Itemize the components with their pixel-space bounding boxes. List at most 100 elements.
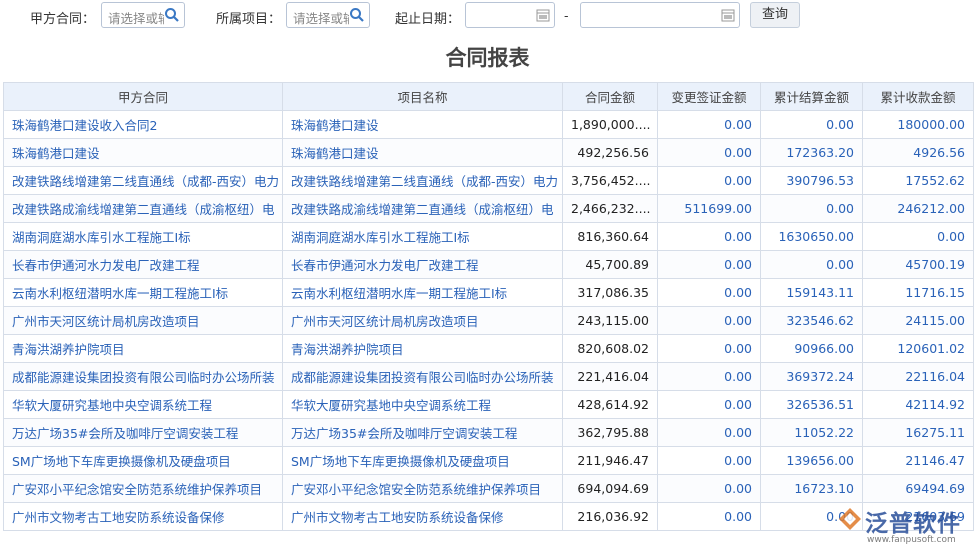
link-cell[interactable]: 珠海鹤港口建设 [282,110,563,139]
placeholder: 请选择或输 [293,11,349,26]
query-button[interactable]: 查询 [750,2,800,28]
amount-cell: 0.00 [657,418,761,447]
link-cell[interactable]: 万达广场35#会所及咖啡厅空调安装工程 [282,418,563,447]
link-cell[interactable]: 珠海鹤港口建设收入合同2 [3,110,283,139]
amount-cell: 24115.00 [862,306,974,335]
end-date-input[interactable] [580,2,740,28]
amount-cell: 0.00 [657,166,761,195]
amount-cell: 323546.62 [760,306,863,335]
amount-cell: 694,094.69 [562,474,658,503]
watermark-brand: 泛普软件 [865,511,961,537]
table-row: 广安邓小平纪念馆安全防范系统维护保养项目 广安邓小平纪念馆安全防范系统维护保养项目… [3,474,974,503]
link-cell[interactable]: 珠海鹤港口建设 [3,138,283,167]
link-cell[interactable]: 华软大厦研究基地中央空调系统工程 [282,390,563,419]
link-cell[interactable]: SM广场地下车库更换摄像机及硬盘项目 [3,446,283,475]
search-icon[interactable] [349,7,365,23]
amount-cell: 4926.56 [862,138,974,167]
amount-cell: 221,416.04 [562,362,658,391]
table-row: 云南水利枢纽潜明水库一期工程施工I标 云南水利枢纽潜明水库一期工程施工I标 317,… [3,278,974,307]
amount-cell: 816,360.64 [562,222,658,251]
table-row: 改建铁路成渝线增建第二直通线（成渝枢纽）电 改建铁路成渝线增建第二直通线（成渝枢纽… [3,194,974,223]
search-icon[interactable] [164,7,180,23]
table-row: 珠海鹤港口建设 珠海鹤港口建设 492,256.56 0.00 172363.20 492… [3,138,974,167]
calendar-icon[interactable] [721,8,735,22]
amount-cell: 159143.11 [760,278,863,307]
link-cell[interactable]: 万达广场35#会所及咖啡厅空调安装工程 [3,418,283,447]
table-row: 广州市天河区统计局机房改造项目 广州市天河区统计局机房改造项目 243,115.00… [3,306,974,335]
column-header: 变更签证金额 [657,82,761,111]
amount-cell: 0.00 [657,502,761,531]
link-cell[interactable]: 广安邓小平纪念馆安全防范系统维护保养项目 [282,474,563,503]
column-header: 累计收款金额 [862,82,974,111]
amount-cell: 3,756,452.... [562,166,658,195]
filter-label: 起止日期： [395,12,461,27]
calendar-icon[interactable] [536,8,550,22]
amount-cell: 17552.62 [862,166,974,195]
amount-cell: 22116.04 [862,362,974,391]
amount-cell: 1630650.00 [760,222,863,251]
link-cell[interactable]: 广州市天河区统计局机房改造项目 [282,306,563,335]
link-cell[interactable]: 成都能源建设集团投资有限公司临时办公场所装 [282,362,563,391]
link-cell[interactable]: 广州市天河区统计局机房改造项目 [3,306,283,335]
amount-cell: 90966.00 [760,334,863,363]
link-cell[interactable]: SM广场地下车库更换摄像机及硬盘项目 [282,446,563,475]
link-cell[interactable]: 广安邓小平纪念馆安全防范系统维护保养项目 [3,474,283,503]
table-row: 湖南洞庭湖水库引水工程施工I标 湖南洞庭湖水库引水工程施工I标 816,360.64… [3,222,974,251]
report-table: 甲方合同 项目名称 合同金额 变更签证金额 累计结算金额 累计收款金额 珠海鹤港口建设收入… [3,82,974,531]
table-row: 改建铁路线增建第二线直通线（成都-西安）电力 改建铁路线增建第二线直通线（成都-西… [3,166,974,195]
link-cell[interactable]: 改建铁路成渝线增建第二直通线（成渝枢纽）电 [282,194,563,223]
amount-cell: 0.00 [657,474,761,503]
link-cell[interactable]: 青海洪湖养护院项目 [3,334,283,363]
party-input[interactable]: 请选择或输 [101,2,185,28]
amount-cell: 21146.47 [862,446,974,475]
link-cell[interactable]: 成都能源建设集团投资有限公司临时办公场所装 [3,362,283,391]
amount-cell: 428,614.92 [562,390,658,419]
table-row: SM广场地下车库更换摄像机及硬盘项目 SM广场地下车库更换摄像机及硬盘项目 211,… [3,446,974,475]
amount-cell: 0.00 [657,250,761,279]
amount-cell: 362,795.88 [562,418,658,447]
link-cell[interactable]: 云南水利枢纽潜明水库一期工程施工I标 [282,278,563,307]
link-cell[interactable]: 珠海鹤港口建设 [282,138,563,167]
link-cell[interactable]: 广州市文物考古工地安防系统设备保修 [3,502,283,531]
amount-cell: 139656.00 [760,446,863,475]
watermark-url: www.fanpusoft.com [867,535,956,545]
amount-cell: 172363.20 [760,138,863,167]
link-cell[interactable]: 改建铁路线增建第二线直通线（成都-西安）电力 [3,166,283,195]
amount-cell: 0.00 [657,110,761,139]
amount-cell: 180000.00 [862,110,974,139]
table-row: 成都能源建设集团投资有限公司临时办公场所装 成都能源建设集团投资有限公司临时办公场… [3,362,974,391]
link-cell[interactable]: 湖南洞庭湖水库引水工程施工I标 [3,222,283,251]
amount-cell: 0.00 [657,334,761,363]
project-input[interactable]: 请选择或输 [286,2,370,28]
link-cell[interactable]: 长春市伊通河水力发电厂改建工程 [3,250,283,279]
table-row: 华软大厦研究基地中央空调系统工程 华软大厦研究基地中央空调系统工程 428,614.… [3,390,974,419]
amount-cell: 0.00 [657,138,761,167]
column-header: 合同金额 [562,82,658,111]
amount-cell: 69494.69 [862,474,974,503]
link-cell[interactable]: 华软大厦研究基地中央空调系统工程 [3,390,283,419]
link-cell[interactable]: 广州市文物考古工地安防系统设备保修 [282,502,563,531]
amount-cell: 243,115.00 [562,306,658,335]
amount-cell: 0.00 [657,446,761,475]
header-row: 甲方合同 项目名称 合同金额 变更签证金额 累计结算金额 累计收款金额 [3,82,974,111]
table-row: 珠海鹤港口建设收入合同2 珠海鹤港口建设 1,890,000.... 0.00 0.00… [3,110,974,139]
amount-cell: 0.00 [760,194,863,223]
amount-cell: 511699.00 [657,194,761,223]
link-cell[interactable]: 青海洪湖养护院项目 [282,334,563,363]
amount-cell: 326536.51 [760,390,863,419]
link-cell[interactable]: 湖南洞庭湖水库引水工程施工I标 [282,222,563,251]
link-cell[interactable]: 改建铁路成渝线增建第二直通线（成渝枢纽）电 [3,194,283,223]
filter-label: 甲方合同： [30,12,96,27]
amount-cell: 21603.69 [862,502,974,531]
link-cell[interactable]: 长春市伊通河水力发电厂改建工程 [282,250,563,279]
table-row: 万达广场35#会所及咖啡厅空调安装工程 万达广场35#会所及咖啡厅空调安装工程 36… [3,418,974,447]
start-date-input[interactable] [465,2,555,28]
column-header: 项目名称 [282,82,563,111]
amount-cell: 246212.00 [862,194,974,223]
amount-cell: 0.00 [760,250,863,279]
amount-cell: 0.00 [657,362,761,391]
column-header: 累计结算金额 [760,82,863,111]
link-cell[interactable]: 云南水利枢纽潜明水库一期工程施工I标 [3,278,283,307]
watermark: 泛普软件 www.fanpusoft.com [837,504,967,548]
link-cell[interactable]: 改建铁路线增建第二线直通线（成都-西安）电力 [282,166,563,195]
